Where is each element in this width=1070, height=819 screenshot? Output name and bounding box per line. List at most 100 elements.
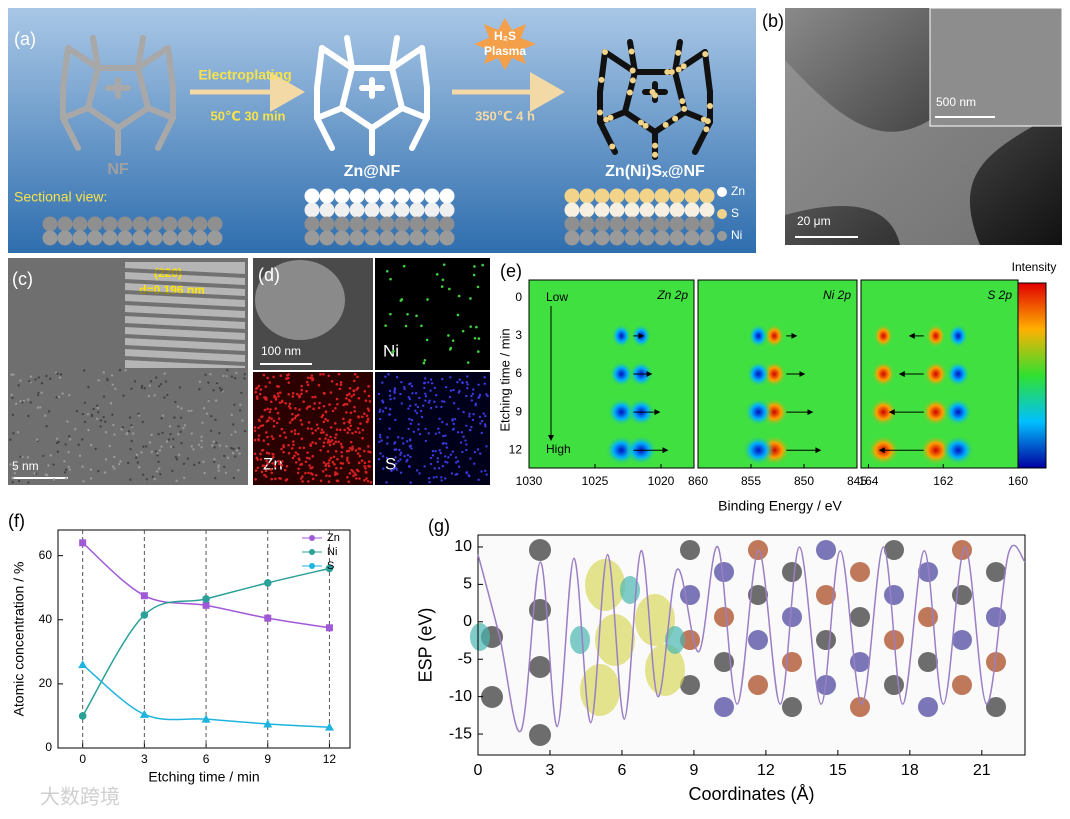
low-label: Low xyxy=(546,290,568,304)
tem-texture xyxy=(14,402,18,405)
foam-strut xyxy=(85,105,121,131)
x-tick-label: 18 xyxy=(901,762,919,779)
s-signal xyxy=(410,447,413,450)
tem-texture xyxy=(19,379,22,382)
zn-signal xyxy=(272,419,276,423)
y-tick-label: 5 xyxy=(463,576,472,593)
zn-signal xyxy=(294,461,298,464)
zn-signal xyxy=(301,475,304,478)
s-signal xyxy=(438,431,441,434)
tem-texture xyxy=(182,476,186,480)
s-signal xyxy=(416,405,420,409)
y-tick-label: 0 xyxy=(463,613,472,630)
s-signal xyxy=(476,448,480,451)
zn-signal xyxy=(366,407,370,410)
tem-texture xyxy=(175,479,178,483)
tem-texture xyxy=(232,423,235,426)
zn-signal xyxy=(280,399,284,403)
zn-signal xyxy=(357,461,361,465)
tem-texture xyxy=(209,429,213,432)
tem-texture xyxy=(177,425,180,428)
sulfide-dot xyxy=(642,122,649,129)
atom xyxy=(304,230,320,246)
tem-texture xyxy=(150,450,154,454)
tem-texture xyxy=(55,437,59,440)
s-signal xyxy=(441,420,444,424)
atom xyxy=(850,562,870,582)
sulfide-dot xyxy=(629,77,636,84)
atom xyxy=(609,188,625,204)
stage-label: Zn(Ni)Sₓ@NF xyxy=(605,163,705,180)
tem-texture xyxy=(97,379,100,382)
zn-signal xyxy=(290,430,293,433)
ni-signal xyxy=(425,338,429,342)
tem-texture xyxy=(140,451,143,454)
s-signal xyxy=(445,446,448,449)
zn-signal xyxy=(336,402,339,406)
tem-texture xyxy=(198,380,202,384)
atom xyxy=(594,188,610,204)
atom xyxy=(952,630,972,650)
s-signal xyxy=(408,404,412,408)
sulfide-dot xyxy=(628,48,635,55)
zn-signal xyxy=(293,416,297,420)
atom xyxy=(669,202,685,218)
ni-signal xyxy=(385,269,389,273)
zn-signal xyxy=(330,379,334,383)
s-signal xyxy=(429,378,433,381)
atom xyxy=(379,202,395,218)
x-axis-title: Etching time / min xyxy=(148,769,259,785)
s-signal xyxy=(435,393,438,397)
atom xyxy=(654,216,670,232)
zn-signal xyxy=(264,385,268,388)
zn-signal xyxy=(360,459,364,462)
sulfide-dot xyxy=(597,109,603,116)
s-signal xyxy=(451,418,454,421)
s-signal xyxy=(399,471,403,474)
tem-texture xyxy=(118,368,122,372)
tem-texture xyxy=(219,389,223,392)
zn-signal xyxy=(340,455,344,458)
atom xyxy=(654,230,670,246)
s-signal xyxy=(461,381,464,384)
panel-b: (b) 500 nm 20 μm xyxy=(762,7,1063,245)
zn-signal xyxy=(284,479,288,482)
s-signal xyxy=(424,392,427,395)
tem-texture xyxy=(197,443,201,446)
heatmap-feature xyxy=(742,435,775,466)
zn-signal xyxy=(335,466,338,470)
tem-texture xyxy=(232,447,235,451)
s-signal xyxy=(408,439,412,442)
s-signal xyxy=(381,410,385,413)
tem-texture xyxy=(75,409,79,413)
zn-signal xyxy=(306,427,310,430)
foam-strut xyxy=(135,65,151,111)
s-signal xyxy=(394,456,397,459)
tem-texture xyxy=(140,384,144,388)
atom xyxy=(564,188,580,204)
tem-texture xyxy=(12,432,15,435)
s-signal xyxy=(378,410,381,414)
s-signal xyxy=(405,440,409,443)
s-signal xyxy=(429,406,433,410)
tem-texture xyxy=(237,468,240,472)
step-conditions: 50℃ 30 min xyxy=(211,108,286,123)
s-signal xyxy=(422,382,426,385)
zn-signal xyxy=(276,411,280,415)
tem-texture xyxy=(226,368,229,372)
point xyxy=(202,601,210,609)
zn-signal xyxy=(364,399,368,403)
s-signal xyxy=(442,442,446,445)
s-signal xyxy=(441,400,444,403)
s-signal xyxy=(462,410,465,414)
s-signal xyxy=(410,418,414,422)
s-signal xyxy=(411,392,414,395)
zn-signal xyxy=(265,459,268,463)
s-signal xyxy=(384,375,387,378)
s-signal xyxy=(440,405,443,409)
zn-signal xyxy=(272,375,275,379)
atom xyxy=(699,230,715,246)
tem-texture xyxy=(223,454,226,458)
atom xyxy=(918,652,938,672)
tem-texture xyxy=(87,386,90,389)
